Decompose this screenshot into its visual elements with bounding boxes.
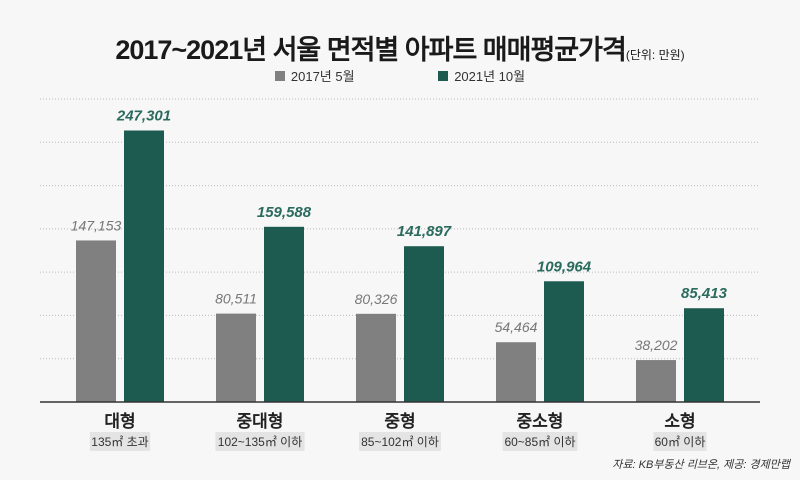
bar-2017 xyxy=(636,360,676,402)
subcategory-label: 60㎡ 이하 xyxy=(655,435,706,449)
legend-label-2021: 2021년 10월 xyxy=(454,69,526,84)
subcategory-label: 85~102㎡ 이하 xyxy=(361,435,439,449)
category-label: 중소형 xyxy=(517,411,564,431)
data-label: 80,511 xyxy=(215,291,257,307)
data-label: 109,964 xyxy=(537,258,592,275)
bar-2017 xyxy=(496,342,536,402)
subcategory-box xyxy=(359,432,441,451)
bar-2021 xyxy=(404,246,444,402)
unit-label: (단위: 만원) xyxy=(625,48,685,62)
legend: 2017년 5월 2021년 10월 xyxy=(0,66,800,85)
legend-swatch-2017 xyxy=(274,70,285,81)
legend-label-2017: 2017년 5월 xyxy=(290,69,355,84)
subcategory-label: 135㎡ 초과 xyxy=(91,435,148,449)
source-note: 자료: KB부동산 리브온, 제공: 경제만랩 xyxy=(612,459,790,471)
title-text: 2017~2021년 서울 면적별 아파트 매매평균가격 xyxy=(115,35,627,65)
category-label: 소형 xyxy=(664,411,695,431)
bar-2017 xyxy=(216,313,256,402)
subcategory-box xyxy=(653,432,707,451)
subcategory-box xyxy=(502,432,578,451)
data-label: 159,588 xyxy=(257,204,312,221)
category-label: 중형 xyxy=(384,411,415,431)
bar-2021 xyxy=(124,130,164,402)
bar-2017 xyxy=(356,313,396,402)
bar-2021 xyxy=(544,281,584,402)
data-label: 141,897 xyxy=(397,223,452,240)
legend-swatch-2021 xyxy=(438,70,449,81)
subcategory-label: 60~85㎡ 이하 xyxy=(504,435,575,449)
data-label: 247,301 xyxy=(116,108,171,125)
data-label: 54,464 xyxy=(495,319,538,335)
bar-2017 xyxy=(76,240,116,402)
subcategory-label: 102~135㎡ 이하 xyxy=(218,435,302,449)
category-label: 대형 xyxy=(104,411,135,431)
subcategory-box xyxy=(89,432,151,451)
legend-item-2021: 2021년 10월 xyxy=(438,66,525,85)
legend-item-2017: 2017년 5월 xyxy=(274,66,355,85)
subcategory-box xyxy=(215,432,305,451)
bar-2021 xyxy=(264,226,304,402)
data-label: 85,413 xyxy=(681,285,728,302)
data-label: 80,326 xyxy=(355,291,398,307)
data-label: 147,153 xyxy=(71,217,122,233)
chart-title: 2017~2021년 서울 면적별 아파트 매매평균가격(단위: 만원) xyxy=(0,28,800,67)
data-label: 38,202 xyxy=(635,337,678,353)
bar-2021 xyxy=(684,308,724,402)
category-label: 중대형 xyxy=(237,411,284,431)
